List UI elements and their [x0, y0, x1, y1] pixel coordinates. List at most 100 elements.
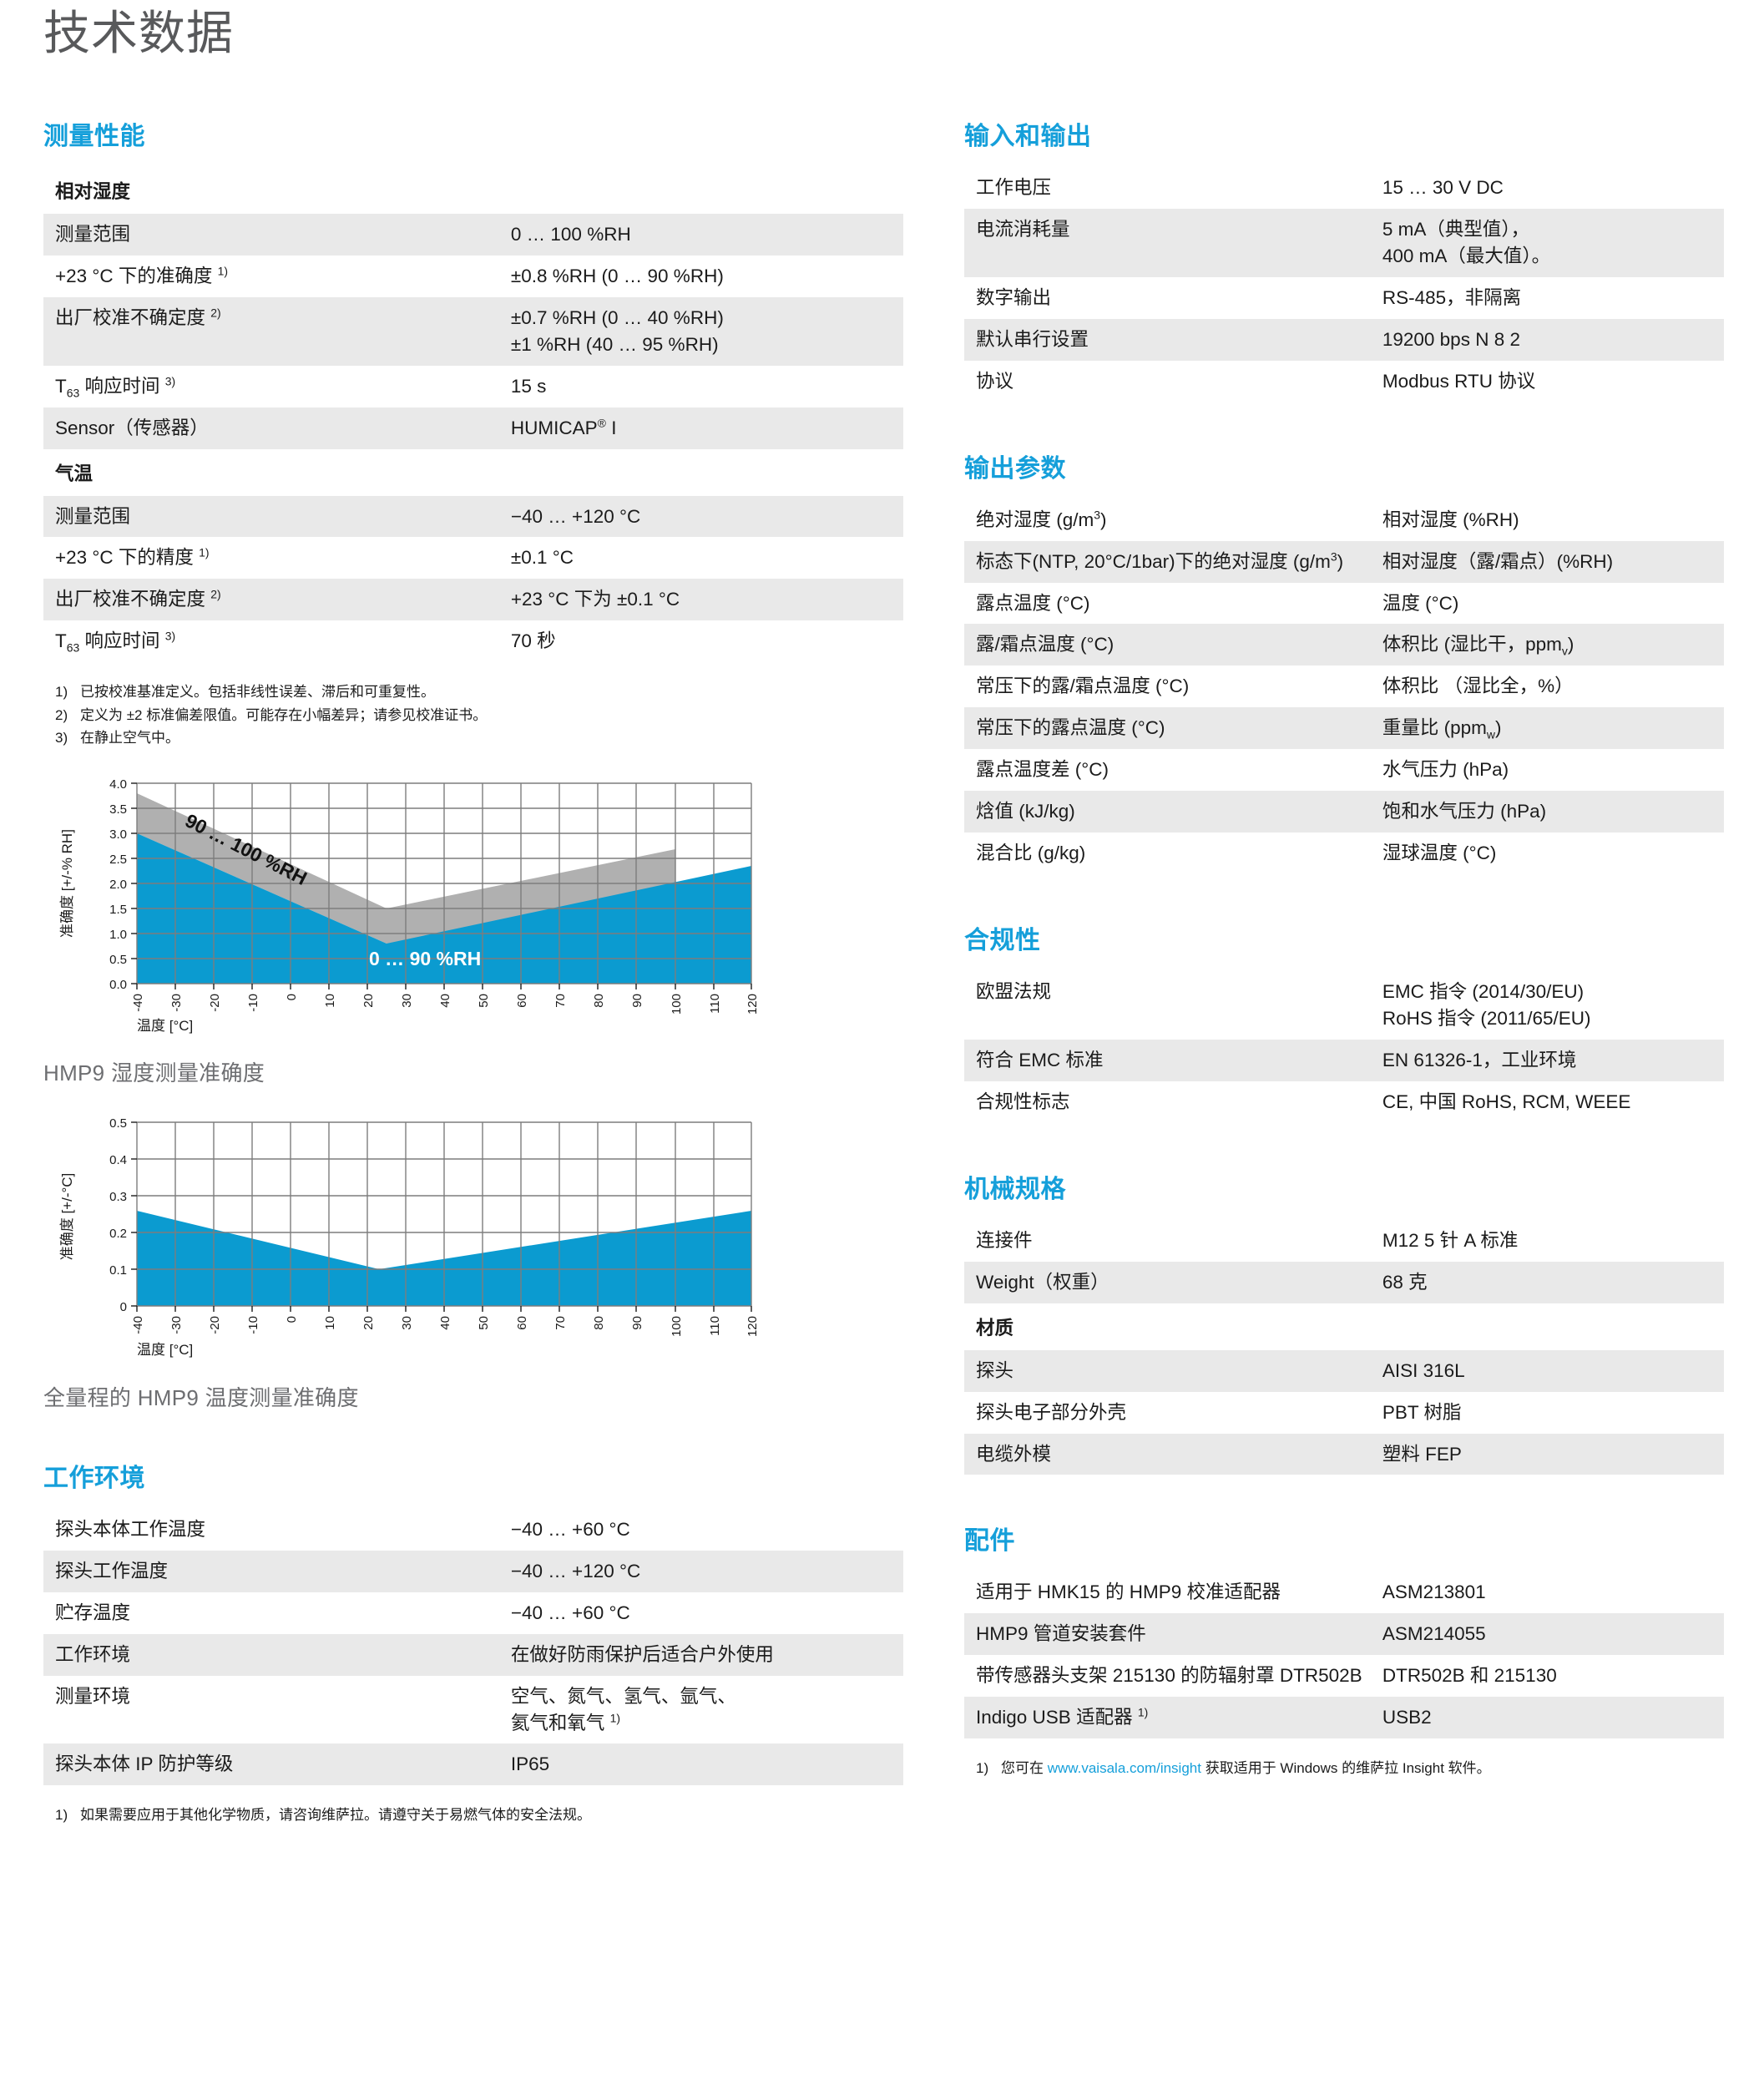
table-row: 露点温度 (°C) 温度 (°C)	[964, 583, 1724, 625]
table-row: 探头工作温度 −40 … +120 °C	[43, 1550, 903, 1592]
cell-key: 测量范围	[55, 505, 131, 527]
cell-key: 焓值 (kJ/kg)	[976, 801, 1075, 822]
cell-value: 68 克	[1382, 1271, 1428, 1293]
cell-value: RS-485，非隔离	[1382, 286, 1522, 308]
svg-text:3.5: 3.5	[109, 802, 127, 817]
svg-text:60: 60	[515, 994, 529, 1008]
chart-series-gray	[137, 792, 675, 944]
cell-key: 探头电子部分外壳	[976, 1401, 1127, 1423]
footnotes-accessories: 1) 您可在 www.vaisala.com/insight 获取适用于 Win…	[964, 1757, 1724, 1780]
table-body-mechanical: 连接件 M12 5 针 A 标准 Weight（权重） 68 克材质 探头 AISI 31…	[964, 1220, 1724, 1475]
table-row: 工作环境 在做好防雨保护后适合户外使用	[43, 1633, 903, 1676]
table-accessories: 适用于 HMK15 的 HMP9 校准适配器 ASM213801 HMP9 管道安装…	[964, 1571, 1724, 1739]
footnote-text: 如果需要应用于其他化学物质，请咨询维萨拉。请遵守关于易燃气体的安全法规。	[80, 1807, 591, 1824]
table-row: HMP9 管道安装套件 ASM214055	[964, 1613, 1724, 1656]
table-output-parameters: 绝对湿度 (g/m3) 相对湿度 (%RH) 标态下(NTP, 20°C/1bar)…	[964, 499, 1724, 874]
cell-key: 常压下的露点温度 (°C)	[976, 717, 1165, 739]
svg-text:-20: -20	[208, 994, 222, 1012]
cell-key: 适用于 HMK15 的 HMP9 校准适配器	[976, 1581, 1281, 1603]
cell-key: Sensor（传感器）	[55, 417, 209, 438]
table-row: 带传感器头支架 215130 的防辐射罩 DTR502B DTR502B 和 21…	[964, 1655, 1724, 1697]
footnote-text: 已按校准基准定义。包括非线性误差、滞后和可重复性。	[80, 684, 435, 701]
cell-key: 探头本体 IP 防护等级	[55, 1754, 234, 1775]
cell-key: +23 °C 下的准确度 1)	[55, 264, 229, 286]
cell-key: 贮存温度	[55, 1602, 131, 1623]
table-row: 测量范围 0 … 100 %RH	[43, 213, 903, 256]
cell-key: +23 °C 下的精度 1)	[55, 545, 210, 569]
table-row: 默认串行设置 19200 bps N 8 2	[964, 318, 1724, 361]
svg-text:40: 40	[438, 994, 452, 1008]
cell-value: EN 61326-1，工业环境	[1382, 1049, 1577, 1070]
table-row: 露/霜点温度 (°C) 体积比 (湿比干，ppmv)	[964, 624, 1724, 666]
cell-value	[499, 449, 903, 496]
cell-value: −40 … +60 °C	[510, 1518, 630, 1540]
svg-text:0.5: 0.5	[109, 1116, 127, 1131]
chart-gridlines-vertical-2	[136, 1121, 752, 1306]
cell-value: ±0.7 %RH (0 … 40 %RH) ±1 %RH (40 … 95 %RH…	[510, 306, 724, 355]
table-subhead-row: 气温	[43, 449, 903, 496]
table-body-accessories: 适用于 HMK15 的 HMP9 校准适配器 ASM213801 HMP9 管道安装…	[964, 1571, 1724, 1739]
svg-text:10: 10	[323, 1316, 337, 1330]
cell-key: 测量范围	[55, 223, 131, 245]
cell-value: USB2	[1382, 1707, 1432, 1728]
cell-value: AISI 316L	[1382, 1359, 1465, 1381]
cell-value: −40 … +120 °C	[510, 1560, 641, 1581]
svg-text:2.0: 2.0	[109, 878, 127, 892]
table-row: 常压下的露/霜点温度 (°C) 体积比 （湿比全，%）	[964, 665, 1724, 707]
table-row: 出厂校准不确定度 2) +23 °C 下为 ±0.1 °C	[43, 579, 903, 621]
table-row: 焓值 (kJ/kg) 饱和水气压力 (hPa)	[964, 791, 1724, 833]
svg-text:-30: -30	[169, 994, 184, 1012]
insight-link[interactable]: www.vaisala.com/insight	[1047, 1760, 1201, 1777]
cell-key: 默认串行设置	[976, 328, 1089, 350]
svg-text:70: 70	[553, 1316, 568, 1330]
chart-y-axis-label: 准确度 [+/-% RH]	[59, 829, 75, 938]
footnote-text-pre: 您可在	[1001, 1760, 1048, 1777]
table-row: 探头本体 IP 防护等级 IP65	[43, 1743, 903, 1786]
cell-value: 体积比 （湿比全，%）	[1382, 676, 1574, 697]
cell-key: 电流消耗量	[976, 218, 1070, 240]
svg-text:100: 100	[670, 1316, 684, 1337]
footnotes-operating-environment: 1) 如果需要应用于其他化学物质，请咨询维萨拉。请遵守关于易燃气体的安全法规。	[43, 1804, 903, 1827]
chart-y-ticks: 0.0 0.5 1.0 1.5 2.0 2.5 3.0 3.5 4.0	[109, 777, 127, 992]
chart-caption-humidity: HMP9 湿度测量准确度	[43, 1060, 265, 1086]
footnote-number: 1)	[55, 1807, 68, 1824]
cell-key: 探头	[976, 1359, 1014, 1381]
svg-text:-20: -20	[208, 1316, 222, 1334]
svg-text:20: 20	[361, 1316, 376, 1330]
footnote-item: 1) 您可在 www.vaisala.com/insight 获取适用于 Win…	[964, 1757, 1724, 1780]
svg-text:90: 90	[630, 1316, 644, 1330]
cell-value: CE, 中国 RoHS, RCM, WEEE	[1382, 1091, 1631, 1112]
cell-key: T63 响应时间 3)	[55, 374, 176, 400]
svg-text:110: 110	[708, 1316, 722, 1336]
table-row: 绝对湿度 (g/m3) 相对湿度 (%RH)	[964, 499, 1724, 541]
cell-value: 温度 (°C)	[1382, 592, 1459, 614]
chart-block-temperature-accuracy: 0 0.1 0.2 0.3 0.4 0.5	[43, 1112, 903, 1412]
section-heading-compliance: 合规性	[964, 927, 1041, 955]
svg-text:-40: -40	[131, 1316, 145, 1334]
cell-value: 相对湿度（露/霜点）(%RH)	[1382, 550, 1614, 572]
chart-gridlines-horizontal-2	[137, 1121, 751, 1307]
cell-value: HUMICAP® I	[510, 416, 617, 438]
table-row: 探头本体工作温度 −40 … +60 °C	[43, 1509, 903, 1551]
svg-text:0: 0	[120, 1300, 127, 1314]
cell-value: 空气、氮气、氢气、氩气、 氦气和氧气 1)	[510, 1685, 736, 1733]
chart-annotation-blue: 0 … 90 %RH	[369, 948, 481, 969]
table-row: 连接件 M12 5 针 A 标准	[964, 1220, 1724, 1262]
svg-text:0.2: 0.2	[109, 1227, 127, 1241]
cell-value: 在做好防雨保护后适合户外使用	[510, 1643, 774, 1665]
svg-text:30: 30	[400, 994, 414, 1008]
table-body-compliance: 欧盟法规 EMC 指令 (2014/30/EU) RoHS 指令 (2011/65/…	[964, 971, 1724, 1123]
svg-text:-10: -10	[246, 994, 260, 1012]
cell-key: 混合比 (g/kg)	[976, 843, 1086, 864]
cell-value	[1371, 1303, 1724, 1350]
table-body-output-parameters: 绝对湿度 (g/m3) 相对湿度 (%RH) 标态下(NTP, 20°C/1bar)…	[964, 499, 1724, 874]
table-row: +23 °C 下的精度 1) ±0.1 °C	[43, 537, 903, 579]
table-row: Sensor（传感器） HUMICAP® I	[43, 407, 903, 449]
cell-key: 出厂校准不确定度 2)	[55, 306, 221, 328]
cell-key: Indigo USB 适配器 1)	[976, 1705, 1149, 1728]
chart-y-axis-label-2: 准确度 [+/-°C]	[59, 1173, 75, 1261]
table-row: 协议 Modbus RTU 协议	[964, 361, 1724, 402]
cell-value: +23 °C 下为 ±0.1 °C	[510, 589, 680, 610]
cell-value: EMC 指令 (2014/30/EU) RoHS 指令 (2011/65/EU)	[1382, 981, 1591, 1029]
